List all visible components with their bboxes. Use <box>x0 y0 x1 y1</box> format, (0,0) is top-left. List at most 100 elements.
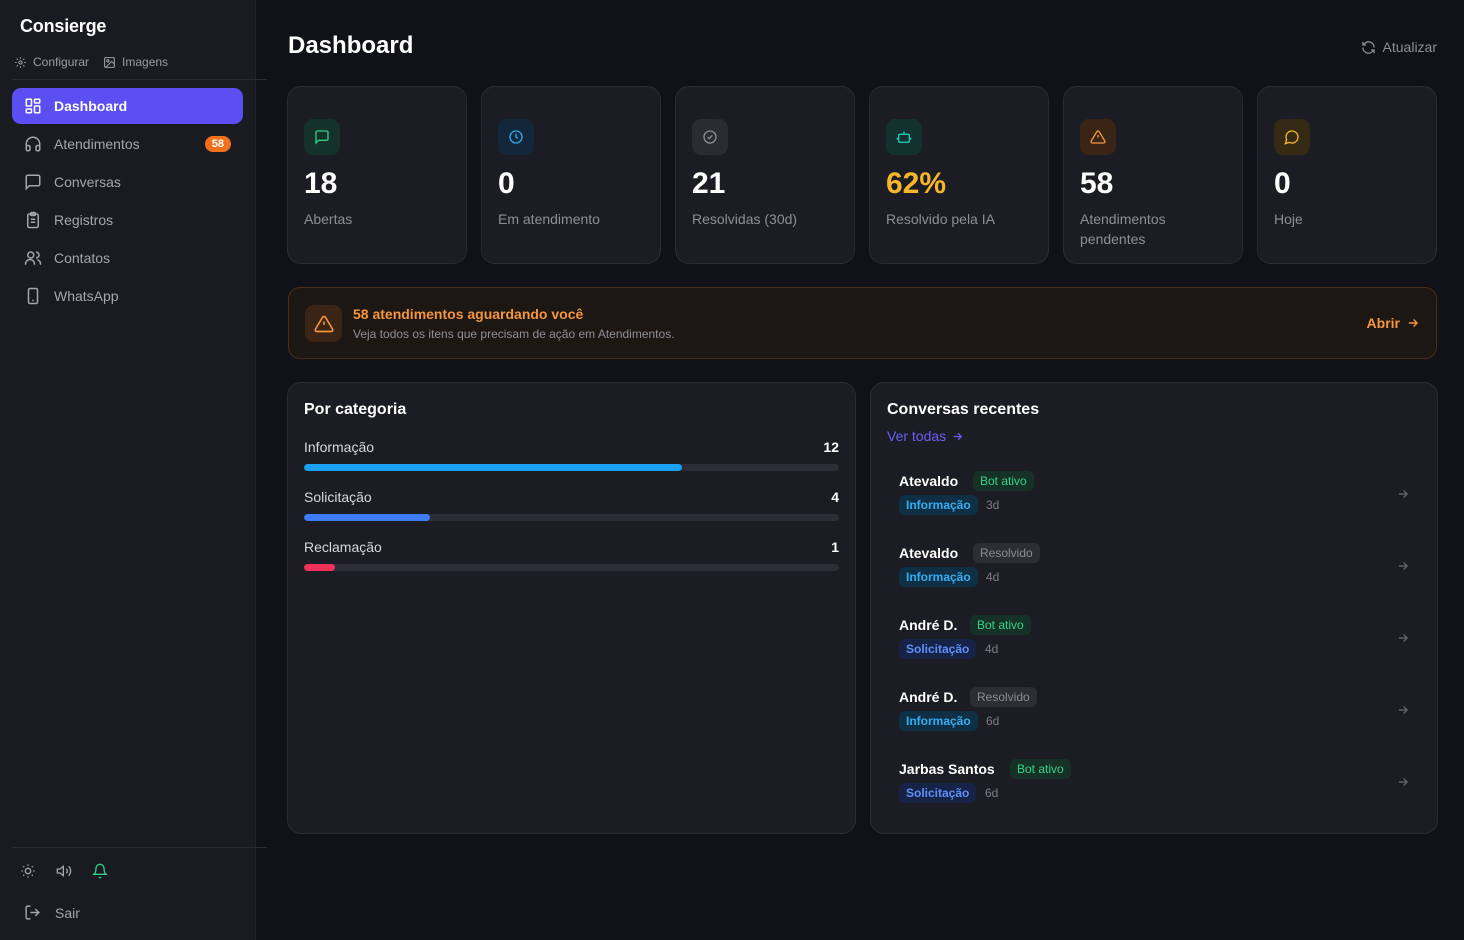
contact-name: Jarbas Santos <box>899 761 995 777</box>
category-badge: Informação <box>899 495 978 515</box>
sidebar-item-label: Atendimentos <box>54 136 140 152</box>
warning-icon <box>1090 130 1106 144</box>
brand-logo: Consierge <box>20 16 107 36</box>
gear-icon <box>15 56 26 68</box>
stat-icon-wrap <box>1080 119 1116 155</box>
sound-toggle-button[interactable] <box>56 863 72 879</box>
images-link[interactable]: Imagens <box>103 55 168 69</box>
arrow-right-icon <box>1408 319 1419 327</box>
open-arrow-icon <box>1396 703 1410 717</box>
bubble-icon <box>1284 130 1299 145</box>
image-icon <box>104 56 115 68</box>
stat-value: 62% <box>886 167 947 200</box>
logout-label: Sair <box>55 904 80 921</box>
stats-row: 18 Abertas 0 Em atendimento 21 Resolvida… <box>287 86 1437 264</box>
sidebar-item-atendimentos[interactable]: Atendimentos 58 <box>12 126 243 162</box>
clipboard-icon <box>27 211 39 229</box>
theme-toggle-button[interactable] <box>20 863 36 879</box>
chat-icon <box>25 174 41 191</box>
stat-icon-wrap <box>692 119 728 155</box>
time-ago: 3d <box>986 498 1000 512</box>
configure-link[interactable]: Configurar <box>14 55 89 69</box>
users-icon <box>24 251 42 265</box>
category-badge: Informação <box>899 711 978 731</box>
see-all-label: Ver todas <box>887 428 947 444</box>
stat-card-resolvidas: 21 Resolvidas (30d) <box>675 86 855 264</box>
logout-icon <box>25 905 40 920</box>
sidebar-item-label: Conversas <box>54 174 121 190</box>
status-badge: Bot ativo <box>1010 759 1071 779</box>
open-arrow-icon <box>1396 775 1410 789</box>
category-badge: Solicitação <box>899 783 977 803</box>
speaker-icon <box>56 864 72 878</box>
sun-icon <box>21 864 35 878</box>
status-badge: Bot ativo <box>973 471 1034 491</box>
stat-icon-wrap <box>498 119 534 155</box>
sidebar: Consierge Configurar Imagens Dashboard A… <box>0 0 267 940</box>
conversation-item[interactable]: Atevaldo Bot ativo Informação 3d <box>887 463 1422 525</box>
time-ago: 6d <box>986 714 1000 728</box>
category-badge: Solicitação <box>899 639 977 659</box>
stat-icon-wrap <box>1274 119 1310 155</box>
sidebar-item-contatos[interactable]: Contatos <box>12 240 243 276</box>
recent-panel-title: Conversas recentes <box>887 401 1040 418</box>
stat-value: 21 <box>692 167 726 200</box>
stat-value: 18 <box>304 167 338 200</box>
images-label: Imagens <box>122 55 169 69</box>
contact-name: André D. <box>899 617 958 633</box>
sidebar-item-label: Registros <box>54 212 114 228</box>
alert-subtitle: Veja todos os itens que precisam de ação… <box>353 327 675 341</box>
sidebar-item-label: Contatos <box>54 250 111 266</box>
stat-value: 0 <box>498 167 515 200</box>
category-count: 4 <box>831 489 839 505</box>
progress-fill <box>304 564 336 571</box>
notifications-button[interactable] <box>91 863 109 879</box>
logout-button[interactable]: Sair <box>24 904 80 921</box>
stat-label: Atendimentos pendentes <box>1080 211 1166 247</box>
refresh-button[interactable]: Atualizar <box>1361 39 1437 55</box>
progress-track <box>304 464 839 471</box>
category-label: Solicitação <box>304 489 372 505</box>
conversation-item[interactable]: André D. Bot ativo Solicitação 4d <box>887 607 1422 669</box>
conversation-item[interactable]: Jarbas Santos Bot ativo Solicitação 6d <box>887 751 1422 813</box>
sidebar-item-registros[interactable]: Registros <box>12 202 243 238</box>
category-row: Informação 12 <box>304 439 839 471</box>
conversation-item[interactable]: Atevaldo Resolvido Informação 4d <box>887 535 1422 597</box>
alert-open-button[interactable]: Abrir <box>1367 315 1420 331</box>
sidebar-footer-tools <box>20 863 109 879</box>
count-badge: 58 <box>204 136 231 152</box>
check-circle-icon <box>703 130 717 144</box>
see-all-link[interactable]: Ver todas <box>887 428 964 444</box>
warning-icon <box>313 315 334 332</box>
stat-label: Hoje <box>1274 211 1303 227</box>
progress-fill <box>304 464 682 471</box>
conversation-item[interactable]: André D. Resolvido Informação 6d <box>887 679 1422 741</box>
dashboard-icon <box>25 98 41 114</box>
alert-title: 58 atendimentos aguardando você <box>353 306 584 322</box>
bell-icon <box>91 863 109 879</box>
category-panel-title: Por categoria <box>304 401 407 418</box>
stat-card-em-atendimento: 0 Em atendimento <box>481 86 661 264</box>
sidebar-footer-divider <box>12 847 267 848</box>
sidebar-divider <box>12 79 267 80</box>
stat-card-resolvido-ia: 62% Resolvido pela IA <box>869 86 1049 264</box>
status-badge: Resolvido <box>973 543 1040 563</box>
sidebar-item-dashboard[interactable]: Dashboard <box>12 88 243 124</box>
phone-icon <box>27 287 39 305</box>
progress-track <box>304 514 839 521</box>
status-badge: Resolvido <box>970 687 1037 707</box>
sidebar-item-whatsapp[interactable]: WhatsApp <box>12 278 243 314</box>
stat-value: 58 <box>1080 167 1114 200</box>
open-arrow-icon <box>1396 559 1410 573</box>
stat-label: Resolvidas (30d) <box>692 211 798 227</box>
category-row: Solicitação 4 <box>304 489 839 521</box>
refresh-icon <box>1361 40 1375 54</box>
headset-icon <box>25 136 41 152</box>
progress-fill <box>304 514 430 521</box>
stat-label: Abertas <box>304 211 353 227</box>
time-ago: 6d <box>985 786 999 800</box>
sidebar-item-label: Dashboard <box>54 98 128 114</box>
sidebar-item-conversas[interactable]: Conversas <box>12 164 243 200</box>
category-row: Reclamação 1 <box>304 539 839 571</box>
category-label: Informação <box>304 439 375 455</box>
